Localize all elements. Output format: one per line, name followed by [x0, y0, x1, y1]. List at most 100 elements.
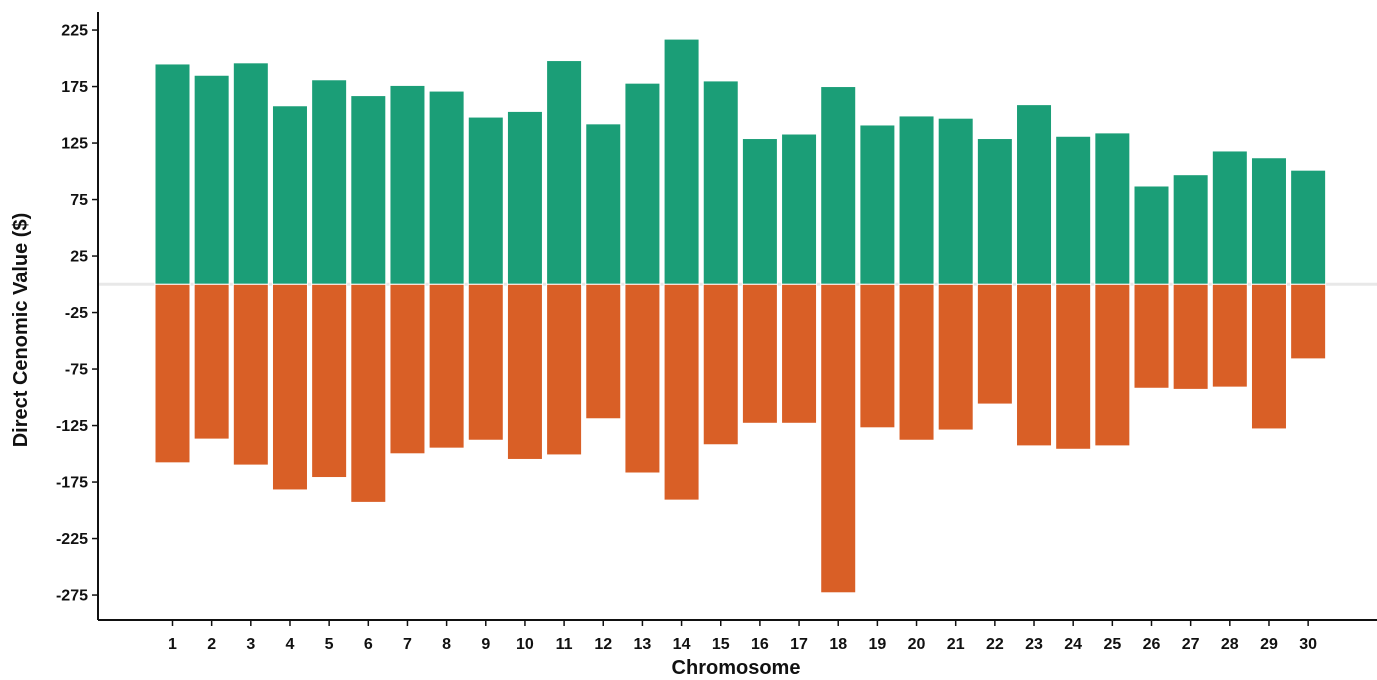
bar-positive-27	[1172, 174, 1209, 285]
bar-positive-8	[428, 90, 465, 285]
x-tick-label: 18	[829, 636, 847, 653]
bar-positive-22	[976, 138, 1013, 285]
y-tick-label: 75	[70, 192, 88, 209]
bar-negative-28	[1211, 283, 1248, 388]
bar-positive-6	[350, 95, 387, 285]
bar-negative-24	[1055, 283, 1092, 450]
x-tick-label: 19	[868, 636, 886, 653]
y-tick-label: 225	[61, 23, 88, 40]
bar-negative-30	[1290, 283, 1327, 360]
bar-negative-17	[781, 283, 818, 424]
x-tick-label: 29	[1260, 636, 1278, 653]
bar-negative-2	[193, 283, 230, 440]
bar-positive-12	[585, 123, 622, 285]
bar-negative-4	[271, 283, 308, 491]
bar-negative-16	[741, 283, 778, 424]
x-tick-label: 25	[1103, 636, 1121, 653]
bar-negative-26	[1133, 283, 1170, 389]
bar-positive-25	[1094, 132, 1131, 285]
x-tick-label: 17	[790, 636, 808, 653]
y-tick-label: -275	[56, 588, 88, 605]
y-tick-label: -75	[65, 362, 88, 379]
y-axis-title: Direct Cenomic Value ($)	[10, 213, 32, 448]
bar-positive-17	[781, 133, 818, 285]
x-tick-label: 13	[634, 636, 652, 653]
bar-negative-18	[820, 283, 857, 594]
x-tick-label: 30	[1299, 636, 1317, 653]
y-tick-label: -225	[56, 531, 88, 548]
bar-positive-9	[467, 116, 504, 285]
y-tick-label: -175	[56, 475, 88, 492]
y-tick-label: 175	[61, 79, 88, 96]
bar-positive-2	[193, 74, 230, 285]
x-tick-label: 3	[246, 636, 255, 653]
bar-negative-19	[859, 283, 896, 429]
bar-positive-30	[1290, 169, 1327, 285]
bar-positive-29	[1250, 157, 1287, 285]
x-axis: 1 2 3 4 5 6 7 8 9 10 11 12 13 14 15 16 17 18 19 20 21 22 23 24 2…	[98, 619, 1377, 653]
x-tick-label: 7	[403, 636, 412, 653]
bar-negative-22	[976, 283, 1013, 405]
bars-layer	[154, 38, 1327, 594]
bar-positive-10	[506, 110, 543, 285]
bar-negative-10	[506, 283, 543, 460]
x-tick-label: 23	[1025, 636, 1043, 653]
x-tick-label: 16	[751, 636, 769, 653]
bar-positive-23	[1016, 104, 1053, 285]
x-tick-label: 12	[594, 636, 612, 653]
bar-negative-25	[1094, 283, 1131, 447]
x-tick-label: 10	[516, 636, 534, 653]
x-tick-label: 15	[712, 636, 730, 653]
x-tick-label: 27	[1182, 636, 1200, 653]
bar-negative-3	[232, 283, 269, 466]
bar-positive-28	[1211, 150, 1248, 285]
x-tick-label: 2	[207, 636, 216, 653]
bar-negative-11	[546, 283, 583, 456]
bar-positive-7	[389, 84, 426, 285]
bar-positive-13	[624, 82, 661, 285]
x-tick-label: 9	[481, 636, 490, 653]
y-tick-label: -125	[56, 418, 88, 435]
x-tick-label: 26	[1143, 636, 1161, 653]
x-tick-label: 22	[986, 636, 1004, 653]
bar-positive-18	[820, 86, 857, 285]
bar-negative-5	[311, 283, 348, 479]
bar-positive-26	[1133, 185, 1170, 285]
x-tick-label: 1	[168, 636, 177, 653]
x-tick-label: 5	[325, 636, 334, 653]
bar-negative-15	[702, 283, 739, 446]
x-tick-label: 21	[947, 636, 965, 653]
bar-negative-12	[585, 283, 622, 420]
bar-positive-21	[937, 117, 974, 285]
bar-negative-21	[937, 283, 974, 431]
bar-positive-24	[1055, 135, 1092, 285]
x-tick-label: 8	[442, 636, 451, 653]
x-axis-title: Chromosome	[672, 657, 801, 679]
bar-positive-4	[271, 105, 308, 285]
y-axis: 225 175 125 75 25 -25 -75 -125 -175 -225 -275	[56, 12, 99, 620]
x-tick-label: 20	[908, 636, 926, 653]
x-tick-label: 24	[1064, 636, 1082, 653]
bar-positive-16	[741, 138, 778, 285]
bar-positive-20	[898, 115, 935, 285]
bar-positive-14	[663, 38, 700, 285]
bar-positive-1	[154, 63, 191, 285]
bar-negative-20	[898, 283, 935, 441]
bar-positive-11	[546, 60, 583, 285]
x-tick-label: 6	[364, 636, 373, 653]
bar-negative-14	[663, 283, 700, 501]
bar-negative-13	[624, 283, 661, 474]
x-tick-label: 28	[1221, 636, 1239, 653]
bar-negative-23	[1016, 283, 1053, 447]
bar-negative-6	[350, 283, 387, 503]
x-tick-label: 14	[673, 636, 691, 653]
bar-negative-1	[154, 283, 191, 464]
bar-negative-27	[1172, 283, 1209, 390]
y-tick-label: 125	[61, 136, 88, 153]
bar-positive-15	[702, 80, 739, 285]
bar-negative-8	[428, 283, 465, 449]
x-tick-label: 4	[286, 636, 295, 653]
bar-positive-19	[859, 124, 896, 285]
bar-positive-5	[311, 79, 348, 285]
